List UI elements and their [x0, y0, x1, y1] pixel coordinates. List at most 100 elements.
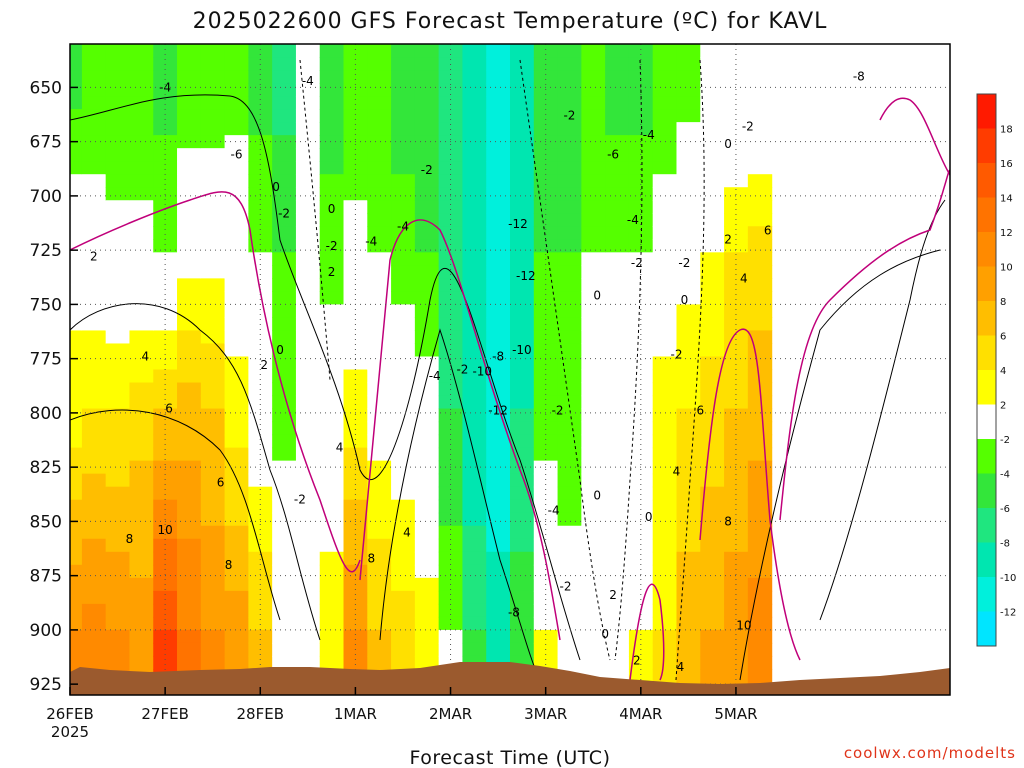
- contour-label: 4: [673, 464, 681, 478]
- temperature-cell: [105, 57, 131, 71]
- colorbar-swatch: [977, 94, 996, 129]
- temperature-cell: [367, 239, 392, 253]
- temperature-cell: [747, 96, 773, 110]
- temperature-cell: [367, 226, 392, 240]
- temperature-cell: [295, 200, 321, 214]
- temperature-cell: [510, 590, 535, 605]
- temperature-cell: [628, 278, 654, 292]
- temperature-cell: [177, 525, 202, 540]
- temperature-cell: [605, 603, 630, 618]
- temperature-cell: [414, 577, 440, 592]
- temperature-cell: [628, 200, 654, 214]
- temperature-cell: [628, 304, 654, 319]
- colorbar-swatch: [977, 128, 996, 164]
- temperature-cell: [438, 96, 464, 110]
- temperature-cell: [414, 161, 440, 175]
- temperature-cell: [581, 603, 606, 618]
- temperature-cell: [200, 421, 226, 436]
- temperature-cell: [605, 356, 630, 371]
- temperature-cell: [81, 57, 107, 71]
- gridlines: [70, 44, 950, 695]
- temperature-cell: [676, 174, 701, 188]
- temperature-cell: [367, 434, 392, 449]
- y-tick-label: 800: [30, 404, 62, 424]
- temperature-cell: [153, 57, 178, 71]
- temperature-cell: [200, 655, 226, 670]
- temperature-cell: [153, 96, 178, 110]
- temperature-cell: [724, 421, 749, 436]
- temperature-cell: [70, 590, 83, 605]
- y-tick-label: 925: [30, 675, 62, 695]
- temperature-cell: [414, 408, 440, 423]
- temperature-cell: [70, 642, 83, 657]
- contour-label: -12: [516, 269, 536, 283]
- temperature-cell: [724, 473, 749, 488]
- temperature-cell: [153, 655, 178, 670]
- temperature-cell: [70, 265, 83, 279]
- temperature-cell: [700, 135, 725, 149]
- temperature-cell: [557, 382, 582, 397]
- temperature-cell: [295, 564, 321, 579]
- temperature-cell: [652, 343, 678, 358]
- temperature-cell: [557, 655, 582, 670]
- colorbar-label: 10: [1000, 263, 1013, 274]
- temperature-cell: [248, 343, 273, 358]
- temperature-cell: [700, 44, 725, 58]
- temperature-cell: [486, 317, 511, 332]
- temperature-cell: [581, 655, 606, 670]
- temperature-cell: [676, 668, 701, 683]
- temperature-cell: [676, 408, 701, 423]
- temperature-cell: [462, 83, 487, 97]
- temperature-cell: [486, 408, 511, 423]
- temperature-cell: [414, 278, 440, 292]
- y-tick-label: 775: [30, 350, 62, 370]
- temperature-cell: [153, 343, 178, 358]
- terrain-surface: [70, 662, 950, 695]
- temperature-cell: [105, 226, 131, 240]
- temperature-cell: [486, 460, 511, 475]
- temperature-cell: [224, 226, 249, 240]
- temperature-cell: [700, 564, 725, 579]
- temperature-cell: [700, 239, 725, 253]
- contour-label: 0: [681, 293, 689, 307]
- temperature-cell: [533, 161, 559, 175]
- contour-label: -2: [560, 580, 572, 594]
- temperature-cell: [319, 57, 345, 71]
- contour-label: 0: [724, 137, 732, 151]
- temperature-cell: [319, 447, 345, 462]
- temperature-cell: [557, 291, 582, 305]
- temperature-cell: [676, 200, 701, 214]
- temperature-cell: [628, 434, 654, 449]
- temperature-cell: [414, 538, 440, 553]
- temperature-cell: [391, 148, 416, 162]
- temperature-cell: [272, 499, 297, 514]
- temperature-cell: [70, 551, 83, 566]
- temperature-cell: [747, 265, 773, 279]
- temperature-cell: [224, 629, 249, 644]
- temperature-cell: [486, 304, 511, 319]
- temperature-cell: [70, 226, 83, 240]
- temperature-cell: [70, 304, 83, 319]
- temperature-cell: [343, 96, 368, 110]
- temperature-cell: [391, 70, 416, 84]
- temperature-cell: [462, 499, 487, 514]
- temperature-cell: [605, 148, 630, 162]
- temperature-cell: [319, 187, 345, 201]
- temperature-cell: [272, 135, 297, 149]
- temperature-cell: [200, 239, 226, 253]
- temperature-cell: [295, 174, 321, 188]
- temperature-cell: [272, 226, 297, 240]
- temperature-cell: [462, 369, 487, 384]
- temperature-cell: [557, 421, 582, 436]
- temperature-cell: [533, 109, 559, 123]
- temperature-cell: [438, 304, 464, 319]
- temperature-cell: [319, 291, 345, 305]
- contour-label: 6: [165, 402, 173, 416]
- temperature-cell: [700, 616, 725, 631]
- temperature-cell: [367, 512, 392, 527]
- temperature-cell: [628, 70, 654, 84]
- temperature-cell: [581, 343, 606, 358]
- temperature-cell: [391, 551, 416, 566]
- temperature-cell: [652, 512, 678, 527]
- temperature-cell: [747, 278, 773, 292]
